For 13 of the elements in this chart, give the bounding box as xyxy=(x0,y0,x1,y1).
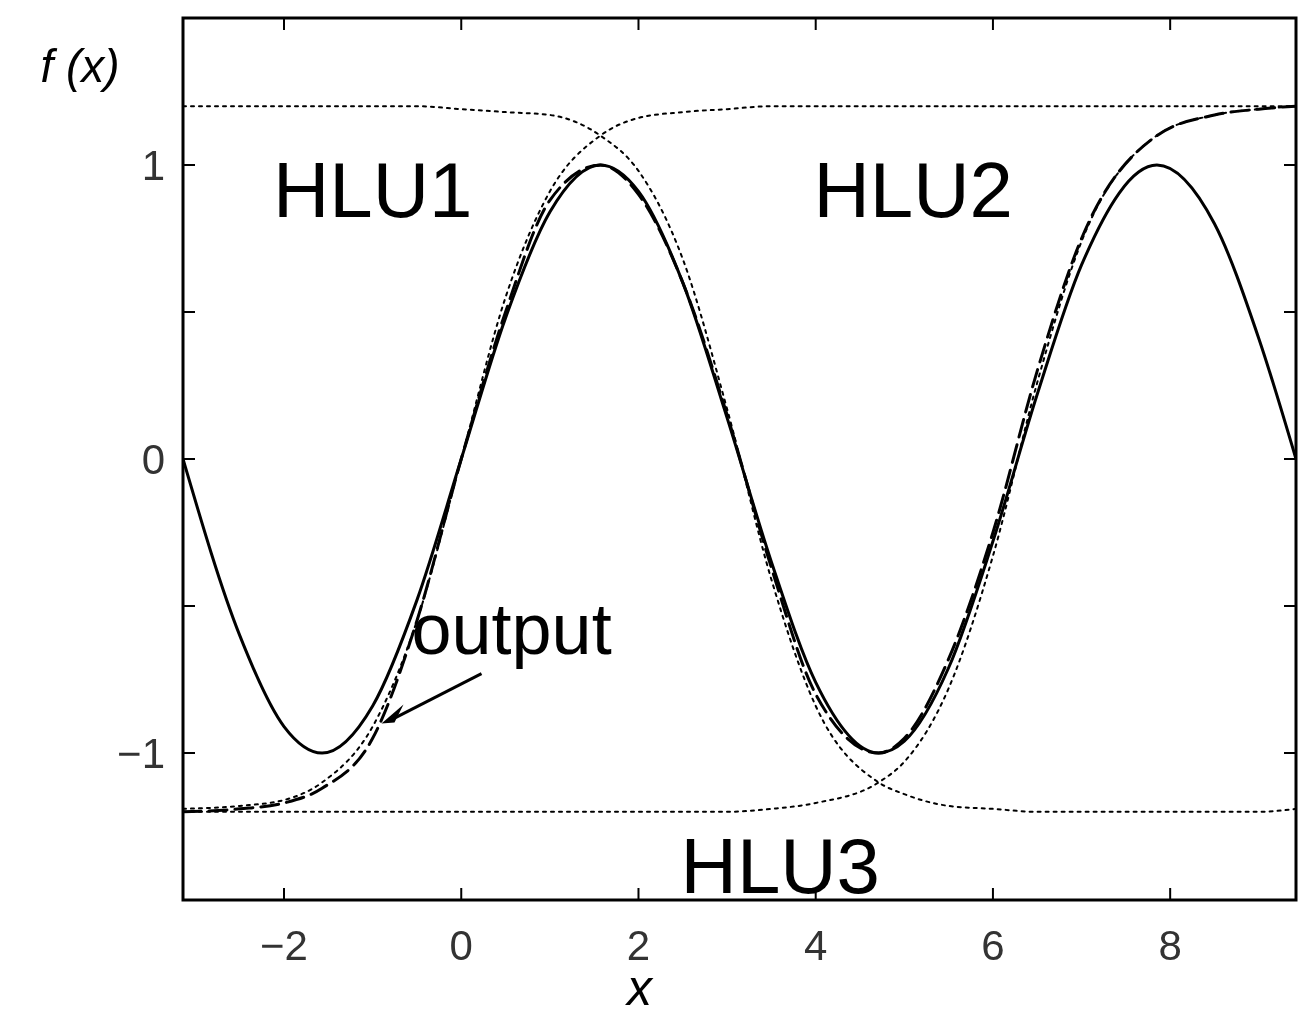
x-tick-label: 4 xyxy=(804,922,828,969)
y-axis-title: f (x) xyxy=(40,40,120,92)
series-label: HLU2 xyxy=(813,145,1013,234)
x-tick-label: 8 xyxy=(1158,922,1182,969)
y-tick-label: 1 xyxy=(141,142,165,189)
x-tick-label: −2 xyxy=(260,922,308,969)
x-tick-label: 0 xyxy=(449,922,473,969)
annotation: output xyxy=(411,588,612,669)
series-label: HLU3 xyxy=(680,821,880,910)
x-tick-label: 6 xyxy=(981,922,1005,969)
y-tick-label: 0 xyxy=(141,436,165,483)
y-tick-label: −1 xyxy=(117,730,165,777)
series-label: HLU1 xyxy=(272,145,473,234)
